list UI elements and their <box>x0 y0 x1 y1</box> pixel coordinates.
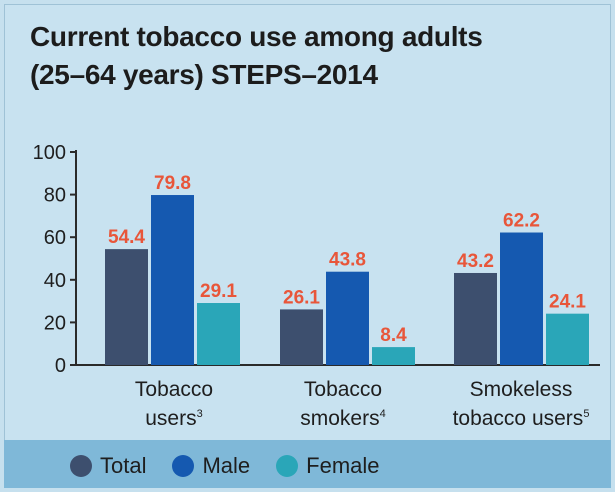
data-label: 24.1 <box>549 292 586 313</box>
category-label-smokeless-tobacco-users: Smokeless tobacco users5 <box>421 378 615 431</box>
legend-label-total: Total <box>100 453 147 478</box>
legend-band <box>4 440 611 488</box>
legend-item-total: Total <box>70 453 146 479</box>
bar-male <box>500 232 543 365</box>
data-label: 43.8 <box>329 250 366 271</box>
bar-total <box>105 249 148 365</box>
chart-title: Current tobacco use among adults (25–64 … <box>30 18 600 94</box>
data-label: 29.1 <box>200 281 237 302</box>
bar-female <box>372 347 415 365</box>
category-label-tobacco-users: Tobacco users3 <box>74 378 274 431</box>
data-label: 62.2 <box>503 211 540 232</box>
bar-total <box>280 309 323 365</box>
y-tick-label: 40 <box>44 270 66 292</box>
y-tick-label: 80 <box>44 185 66 207</box>
data-label: 54.4 <box>108 227 145 248</box>
legend-swatch-male <box>172 455 195 477</box>
bar-total <box>454 272 497 365</box>
legend-label-male: Male <box>202 453 251 478</box>
legend-item-male: Male <box>172 453 250 479</box>
category-footnote-marker: 4 <box>379 408 386 420</box>
legend-swatch-female <box>276 455 299 477</box>
category-label-line-2: users <box>145 407 197 430</box>
chart-title-line-2: (25–64 years) STEPS–2014 <box>30 59 378 90</box>
category-label-tobacco-smokers: Tobacco smokers4 <box>243 378 443 431</box>
chart-title-line-1: Current tobacco use among adults <box>30 21 483 52</box>
category-label-line-2: tobacco users <box>452 407 584 430</box>
category-label-line-1: Tobacco <box>134 378 214 401</box>
y-tick-label: 0 <box>55 355 66 377</box>
data-label: 26.1 <box>283 287 320 308</box>
bar-male <box>326 271 369 365</box>
data-label: 8.4 <box>380 325 407 346</box>
category-footnote-marker: 3 <box>196 408 203 420</box>
category-label-line-2: smokers <box>300 407 380 430</box>
bar-male <box>151 195 194 365</box>
legend-item-female: Female <box>276 453 380 479</box>
data-label: 79.8 <box>154 173 191 194</box>
legend-label-female: Female <box>306 453 380 478</box>
bar-female <box>197 303 240 365</box>
y-tick-label: 100 <box>33 142 66 164</box>
data-label: 43.2 <box>457 251 494 272</box>
bar-female <box>546 313 589 365</box>
y-tick-label: 20 <box>44 312 66 334</box>
category-label-line-1: Smokeless <box>469 378 573 401</box>
category-footnote-marker: 5 <box>583 408 590 420</box>
legend: Total Male Female <box>70 452 380 480</box>
category-label-line-1: Tobacco <box>303 378 383 401</box>
y-tick-label: 60 <box>44 227 66 249</box>
legend-swatch-total <box>70 455 92 477</box>
